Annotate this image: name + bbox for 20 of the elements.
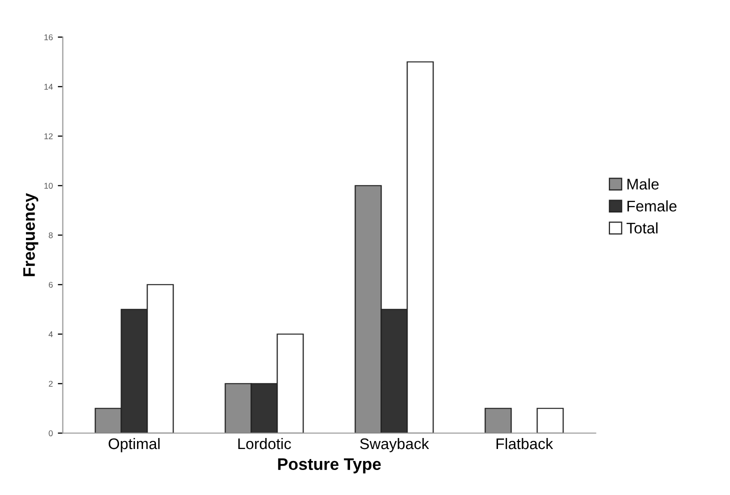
y-tick-label: 2 <box>48 380 53 387</box>
y-tick-label: 12 <box>44 133 53 140</box>
bar <box>536 408 564 434</box>
bar <box>484 408 512 434</box>
legend-label: Female <box>627 200 676 212</box>
y-tick-label: 14 <box>44 84 53 90</box>
x-tick-label: Swayback <box>360 438 430 452</box>
y-tick-label: 0 <box>48 430 53 436</box>
y-axis-title: Frequency <box>23 193 38 276</box>
y-tick-label: 6 <box>48 282 53 288</box>
x-tick-label: Lordotic <box>238 438 292 450</box>
legend-label: Male <box>627 178 659 190</box>
x-tick-label: Flatback <box>496 438 554 450</box>
y-tick-label: 16 <box>44 34 53 40</box>
legend-label: Total <box>626 222 658 234</box>
y-tick-label: 4 <box>48 331 53 338</box>
x-axis-title: Posture Type <box>278 458 381 474</box>
x-tick-label: Optimal <box>108 438 160 452</box>
y-tick-label: 10 <box>44 182 53 189</box>
y-tick-label: 8 <box>48 232 53 238</box>
